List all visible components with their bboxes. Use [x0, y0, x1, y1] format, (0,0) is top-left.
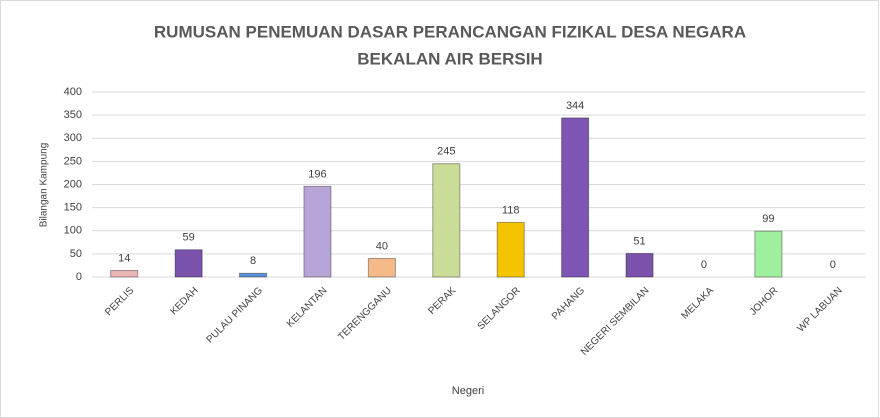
y-tick-label: 250	[64, 155, 82, 167]
chart-title: BEKALAN AIR BERSIH	[357, 49, 542, 68]
bar	[432, 163, 461, 278]
y-tick-label: 200	[64, 178, 82, 190]
x-axis-label: Negeri	[452, 385, 484, 397]
y-tick-label: 300	[64, 132, 82, 144]
bar	[110, 270, 139, 278]
bar	[367, 258, 396, 278]
y-tick-label: 150	[64, 202, 82, 214]
y-tick-label: 50	[70, 248, 82, 260]
bar	[239, 272, 268, 278]
y-tick-label: 350	[64, 109, 82, 121]
data-label: 40	[376, 240, 388, 252]
data-label: 59	[183, 232, 195, 244]
data-label: 99	[762, 213, 774, 225]
y-axis-label: Bilangan Kampung	[39, 143, 50, 228]
bar	[496, 221, 525, 278]
bar	[303, 185, 332, 278]
data-label: 14	[118, 252, 130, 264]
bar	[174, 249, 203, 278]
data-label: 344	[566, 100, 584, 112]
data-label: 0	[701, 259, 707, 271]
data-label: 196	[308, 168, 326, 180]
bar	[754, 230, 783, 278]
bar	[625, 252, 654, 278]
bar	[561, 117, 590, 278]
data-label: 0	[830, 259, 836, 271]
y-tick-label: 400	[64, 86, 82, 98]
data-label: 118	[502, 204, 520, 216]
data-label: 245	[437, 146, 455, 158]
data-label: 8	[250, 255, 256, 267]
y-tick-label: 100	[64, 225, 82, 237]
data-label: 51	[633, 235, 645, 247]
chart-title: RUMUSAN PENEMUAN DASAR PERANCANGAN FIZIK…	[154, 22, 746, 41]
y-tick-label: 0	[76, 271, 82, 283]
